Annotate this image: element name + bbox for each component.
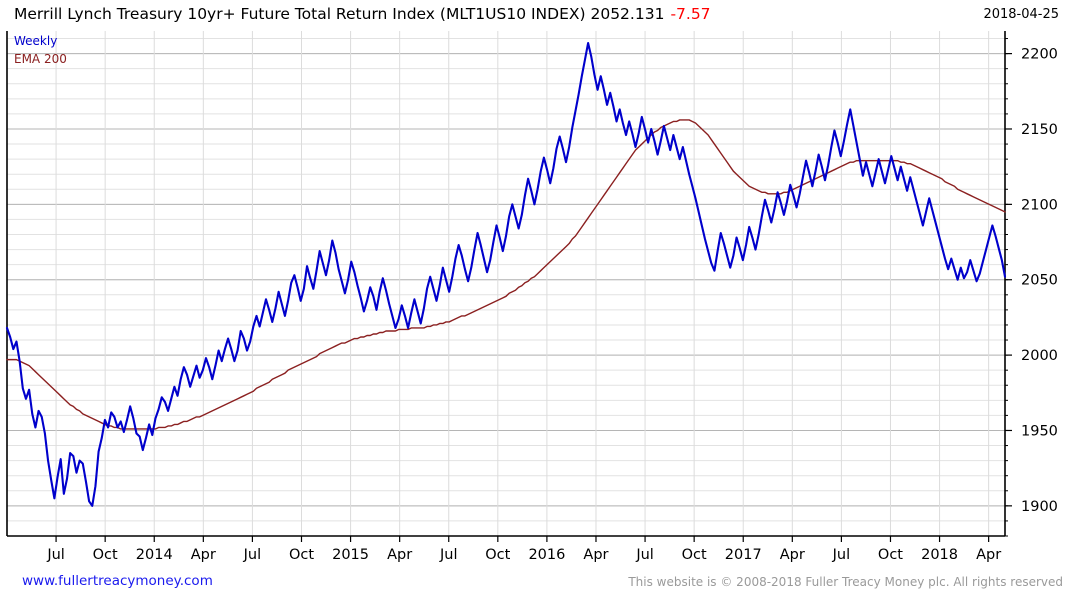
chart-container: 1900 1950 2000 2050 2100 2150 2200 Jul Oct 2014 A…: [0, 28, 1075, 568]
vertical-gridlines: [55, 31, 990, 536]
svg-text:Jul: Jul: [635, 547, 654, 563]
svg-text:Oct: Oct: [682, 547, 707, 563]
index-price-line: [5, 42, 1007, 507]
chart-date: 2018-04-25: [983, 6, 1059, 22]
legend-series-label: Weekly: [14, 34, 58, 48]
svg-text:Apr: Apr: [780, 547, 805, 563]
svg-text:2200: 2200: [1021, 47, 1058, 63]
svg-text:Apr: Apr: [387, 547, 412, 563]
copyright-notice: This website is © 2008-2018 Fuller Treac…: [628, 575, 1063, 589]
svg-text:Apr: Apr: [191, 547, 216, 563]
svg-text:Apr: Apr: [583, 547, 608, 563]
svg-text:Apr: Apr: [976, 547, 1001, 563]
svg-text:1900: 1900: [1021, 499, 1058, 515]
change-value: -7.57: [670, 5, 711, 23]
svg-text:Jul: Jul: [243, 547, 262, 563]
chart-title-bar: Merrill Lynch Treasury 10yr+ Future Tota…: [0, 0, 1075, 28]
x-axis-ticks: [55, 536, 990, 542]
svg-text:Oct: Oct: [485, 547, 510, 563]
svg-text:2050: 2050: [1021, 273, 1058, 289]
ema-200-line: [6, 119, 1006, 430]
page-title: Merrill Lynch Treasury 10yr+ Future Tota…: [14, 5, 665, 23]
svg-text:1950: 1950: [1021, 423, 1058, 439]
svg-text:Jul: Jul: [439, 547, 458, 563]
y-axis-ticks: [1005, 38, 1012, 537]
svg-text:Oct: Oct: [93, 547, 118, 563]
svg-text:2018: 2018: [921, 547, 958, 563]
minor-gridlines: [7, 38, 1005, 537]
axis-frame: [6, 31, 1006, 537]
x-axis-labels: Jul Oct 2014 Apr Jul Oct 2015 Apr Jul Oct 2016 Apr J…: [46, 547, 1001, 563]
y-axis-labels: 1900 1950 2000 2050 2100 2150 2200: [1021, 47, 1058, 515]
svg-text:2150: 2150: [1021, 122, 1058, 138]
major-gridlines: [7, 53, 1005, 507]
svg-text:Jul: Jul: [46, 547, 65, 563]
svg-text:2016: 2016: [528, 547, 565, 563]
svg-text:2015: 2015: [332, 547, 369, 563]
footer-bar: www.fullertreacymoney.com This website i…: [0, 568, 1075, 600]
svg-text:Oct: Oct: [289, 547, 314, 563]
svg-text:Oct: Oct: [878, 547, 903, 563]
svg-text:2100: 2100: [1021, 197, 1058, 213]
svg-text:2014: 2014: [136, 547, 173, 563]
svg-text:2000: 2000: [1021, 348, 1058, 364]
svg-text:Jul: Jul: [832, 547, 851, 563]
site-url[interactable]: www.fullertreacymoney.com: [22, 573, 213, 589]
svg-text:2017: 2017: [725, 547, 762, 563]
legend-overlay-label: EMA 200: [14, 52, 67, 66]
price-chart[interactable]: 1900 1950 2000 2050 2100 2150 2200 Jul Oct 2014 A…: [0, 28, 1075, 568]
